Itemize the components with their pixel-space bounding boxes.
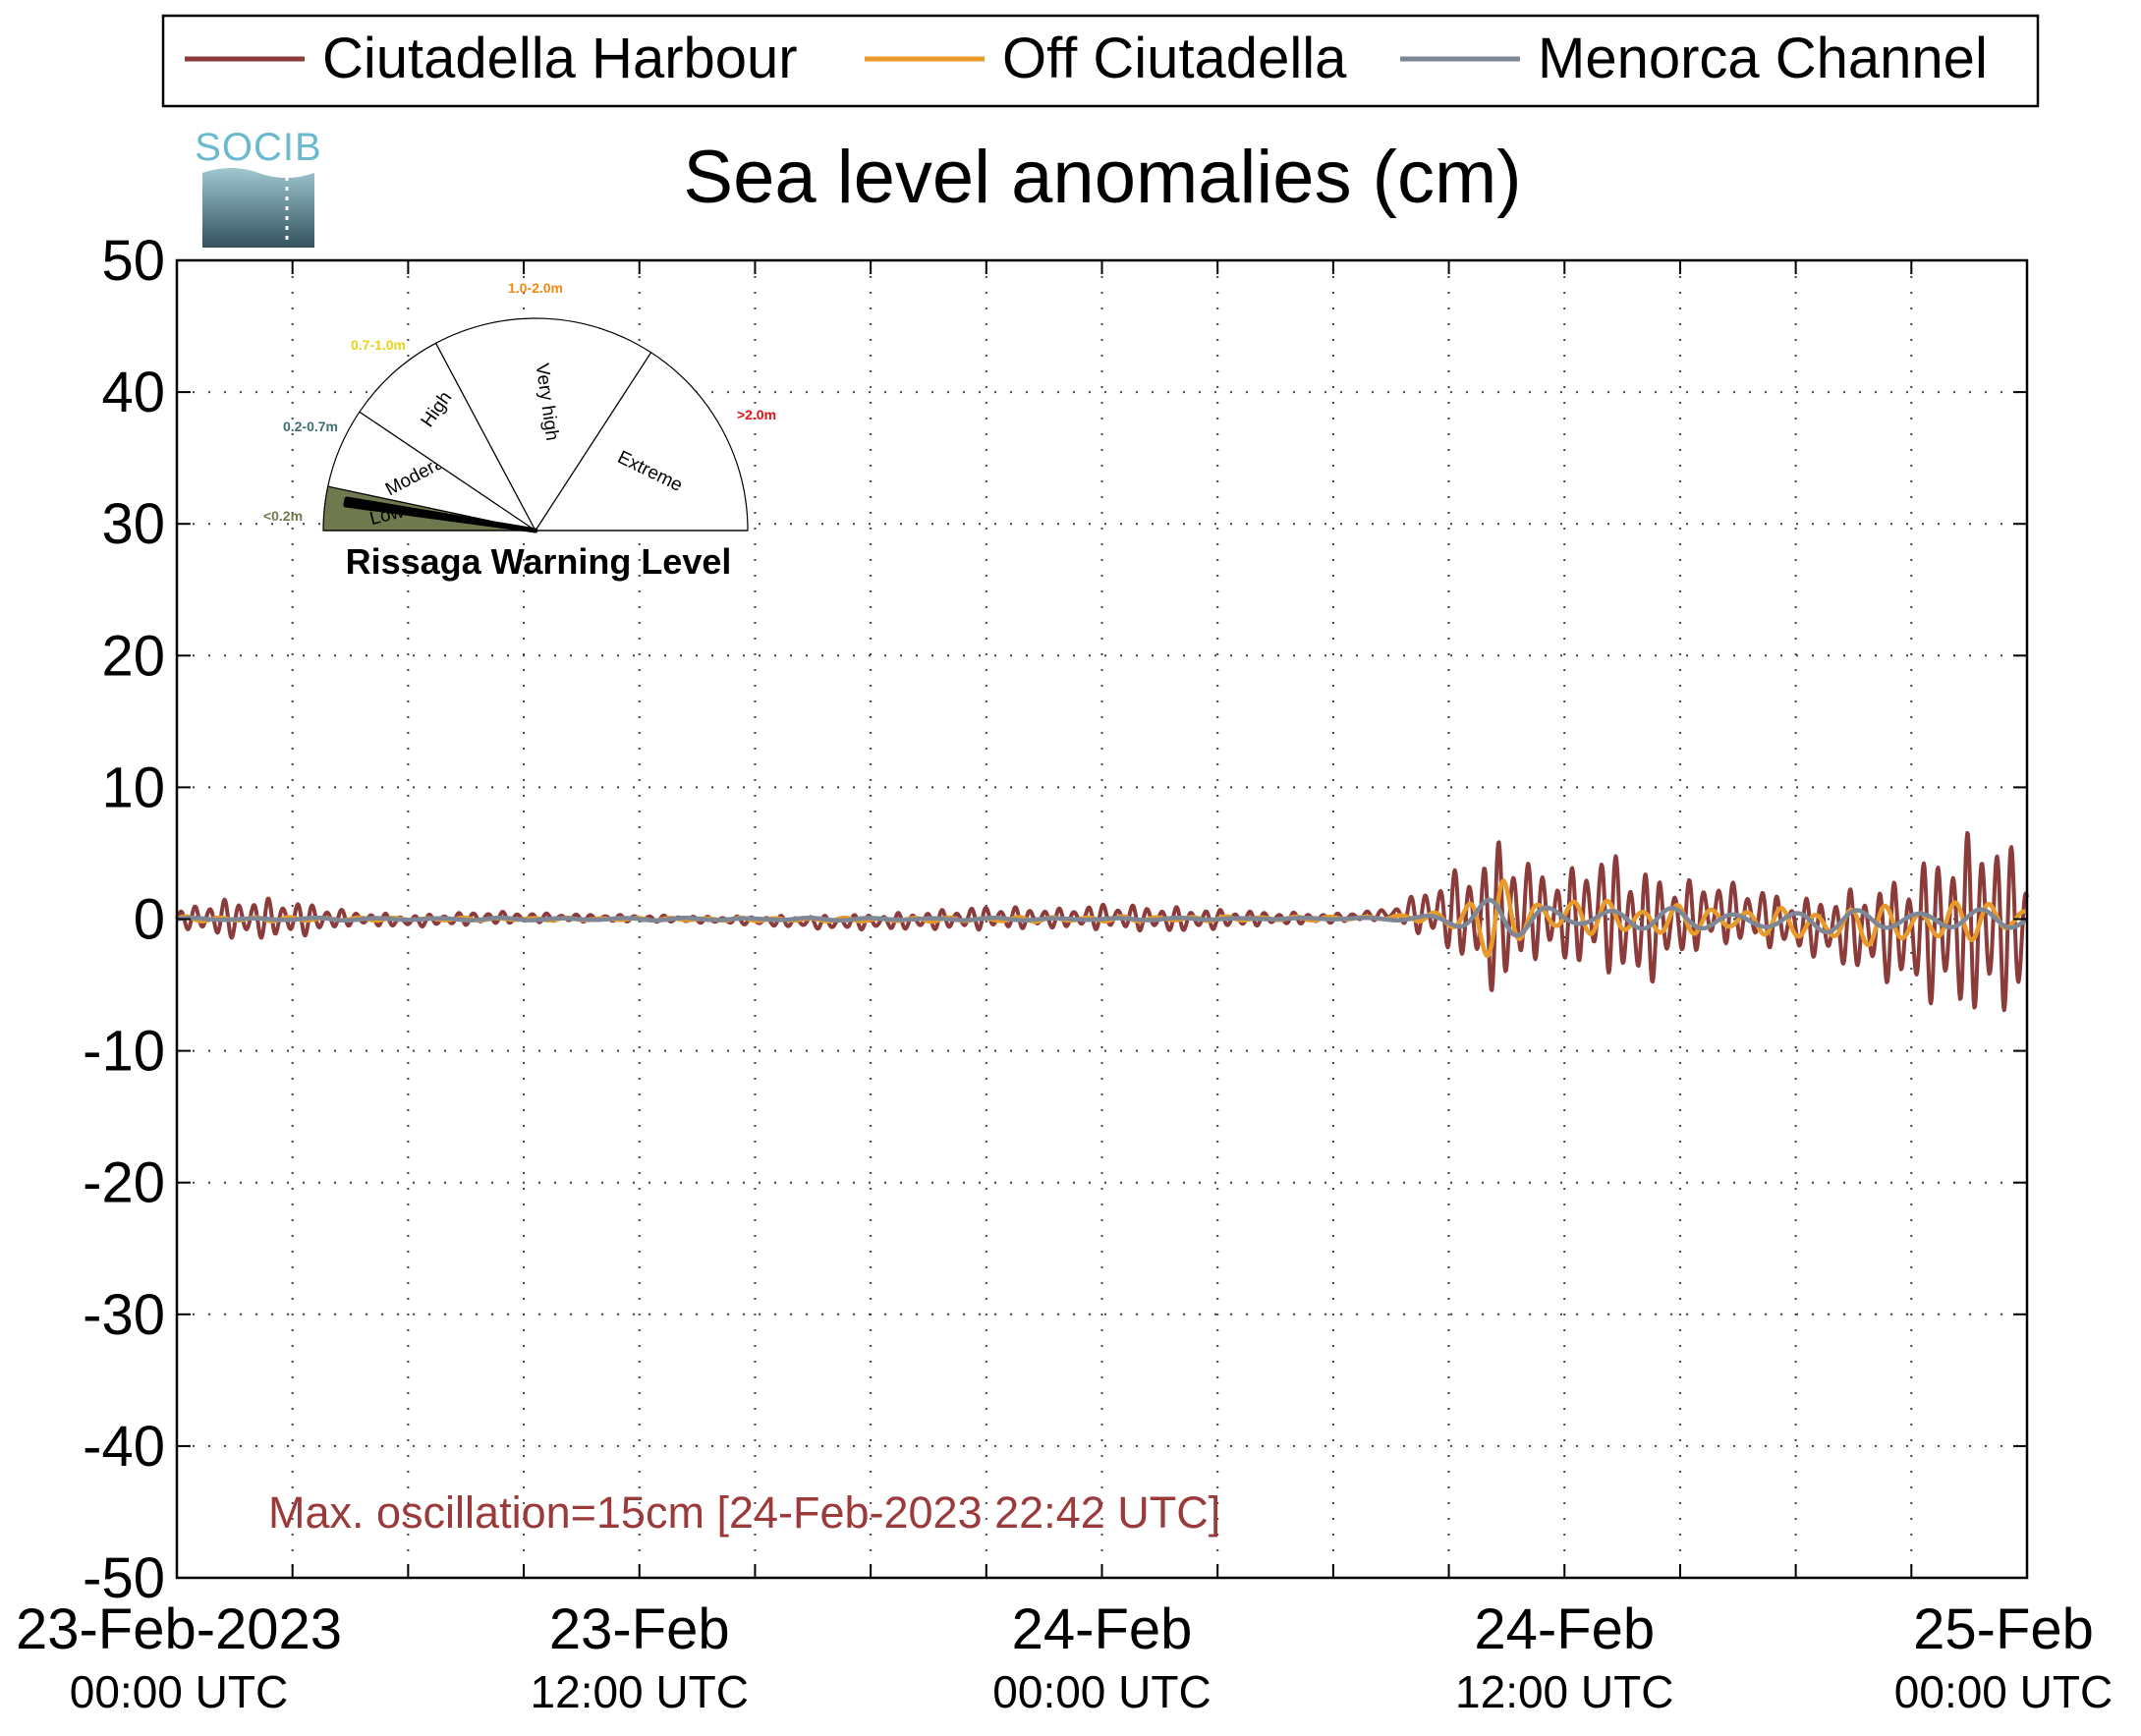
gauge-range-label: 0.7-1.0m (351, 337, 406, 353)
legend: Ciutadella Harbour Off Ciutadella Menorca … (161, 14, 2040, 108)
y-tick-label: -50 (83, 1546, 165, 1610)
x-tick-label: 24-Feb (1474, 1597, 1655, 1661)
x-tick-sublabel: 00:00 UTC (1894, 1666, 2113, 1717)
y-tick-label: -30 (83, 1283, 165, 1347)
legend-label: Off Ciutadella (1002, 27, 1347, 90)
x-tick-label: 23-Feb (549, 1597, 730, 1661)
x-tick-sublabel: 12:00 UTC (531, 1666, 749, 1717)
y-tick-label: -20 (83, 1151, 165, 1215)
axis-ticks (176, 259, 2028, 1579)
chart-title: Sea level anomalies (cm) (683, 136, 1521, 219)
y-tick-label: 20 (101, 624, 165, 688)
legend-label: Ciutadella Harbour (322, 27, 798, 90)
y-tick-label: 40 (101, 361, 165, 424)
gauge-range-label: <0.2m (263, 508, 303, 524)
gauge-range-label: 1.0-2.0m (508, 280, 563, 296)
socib-logo: SOCIB (195, 126, 321, 248)
x-tick-label: 25-Feb (1913, 1597, 2094, 1661)
gauge-needle (343, 496, 538, 533)
series-line-ciutadella-harbour (175, 830, 2029, 1013)
gauge-range-label: >2.0m (737, 407, 776, 422)
legend-box (161, 14, 2040, 108)
y-tick-label: 10 (101, 756, 165, 819)
x-tick-label: 23-Feb-2023 (16, 1597, 342, 1661)
x-tick-sublabel: 00:00 UTC (70, 1666, 288, 1717)
y-tick-label: -10 (83, 1020, 165, 1084)
x-tick-sublabel: 12:00 UTC (1455, 1666, 1673, 1717)
x-tick-label: 24-Feb (1012, 1597, 1193, 1661)
y-tick-label: 0 (134, 888, 165, 952)
gauge-title: Rissaga Warning Level (346, 541, 732, 582)
series-layer (175, 830, 2029, 1013)
logo-text: SOCIB (195, 126, 321, 169)
series-line-menorca-channel (176, 897, 2029, 938)
gauge-range-label: 0.2-0.7m (283, 419, 338, 434)
y-tick-label: -40 (83, 1415, 165, 1479)
y-tick-label: 50 (101, 229, 165, 293)
legend-label: Menorca Channel (1538, 27, 1988, 90)
gauge-sector (534, 351, 749, 532)
y-axis: 50 40 30 20 10 0 -10 -20 -30 -40 -50 (83, 229, 165, 1610)
x-tick-sublabel: 00:00 UTC (992, 1666, 1211, 1717)
gauge-sector (434, 317, 652, 532)
gauge-sector (359, 342, 536, 532)
max-oscillation-annotation: Max. oscillation=15cm [24-Feb-2023 22:42… (268, 1487, 1220, 1538)
y-tick-label: 30 (101, 492, 165, 556)
logo-wave-icon (202, 168, 314, 248)
